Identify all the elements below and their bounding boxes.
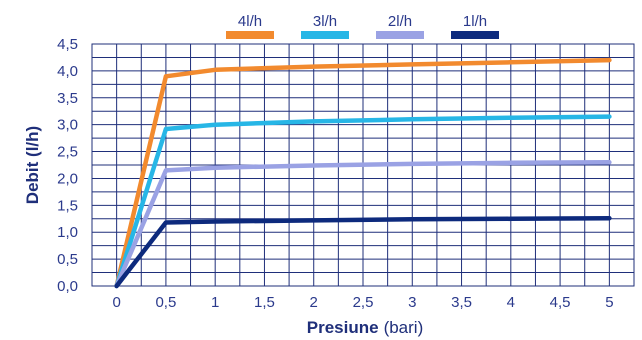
legend-label: 2l/h (388, 13, 412, 30)
x-tick-label: 3 (408, 294, 416, 311)
x-tick-label: 0,5 (155, 294, 176, 311)
series-line-1 (114, 57, 612, 289)
x-axis-label-unit: (bari) (384, 318, 424, 337)
x-tick-label: 5 (605, 294, 613, 311)
x-tick-label: 4 (507, 294, 515, 311)
legend-label: 4l/h (238, 13, 262, 30)
y-tick-labels: 0,0 0,5 1,0 1,5 2,0 2,5 3,0 3,5 4,0 4,5 (57, 36, 78, 295)
x-tick-label: 3,5 (451, 294, 472, 311)
legend-swatch (226, 31, 274, 39)
legend: 4l/h 3l/h 2l/h 1l/h (226, 13, 499, 39)
y-tick-label: 4,5 (57, 36, 78, 53)
x-tick-label: 0 (112, 294, 120, 311)
legend-label: 1l/h (463, 13, 487, 30)
series-line-4 (114, 215, 612, 289)
legend-label: 3l/h (313, 13, 337, 30)
series-lines (114, 57, 612, 289)
x-tick-label: 1 (211, 294, 219, 311)
legend-swatch (301, 31, 349, 39)
x-tick-label: 1,5 (254, 294, 275, 311)
y-tick-label: 1,5 (57, 197, 78, 214)
y-tick-label: 2,0 (57, 170, 78, 187)
y-tick-label: 3,5 (57, 90, 78, 107)
y-tick-label: 4,0 (57, 63, 78, 80)
y-tick-label: 1,0 (57, 224, 78, 241)
y-tick-label: 2,5 (57, 144, 78, 161)
legend-swatch (376, 31, 424, 39)
x-axis-label-main: Presiune (307, 318, 379, 337)
y-tick-label: 0,5 (57, 251, 78, 268)
x-tick-label: 2 (310, 294, 318, 311)
y-tick-label: 3,0 (57, 117, 78, 134)
y-axis-label: Debit (l/h) (23, 126, 42, 204)
x-tick-labels: 0 0,5 1 1,5 2 2,5 3 3,5 4 4,5 5 (112, 294, 613, 311)
x-tick-label: 4,5 (550, 294, 571, 311)
x-axis-label: Presiune (bari) (307, 318, 423, 337)
series-line-2 (114, 114, 612, 289)
x-tick-label: 2,5 (353, 294, 374, 311)
y-tick-label: 0,0 (57, 278, 78, 295)
legend-swatch (451, 31, 499, 39)
series-line-3 (114, 160, 612, 289)
